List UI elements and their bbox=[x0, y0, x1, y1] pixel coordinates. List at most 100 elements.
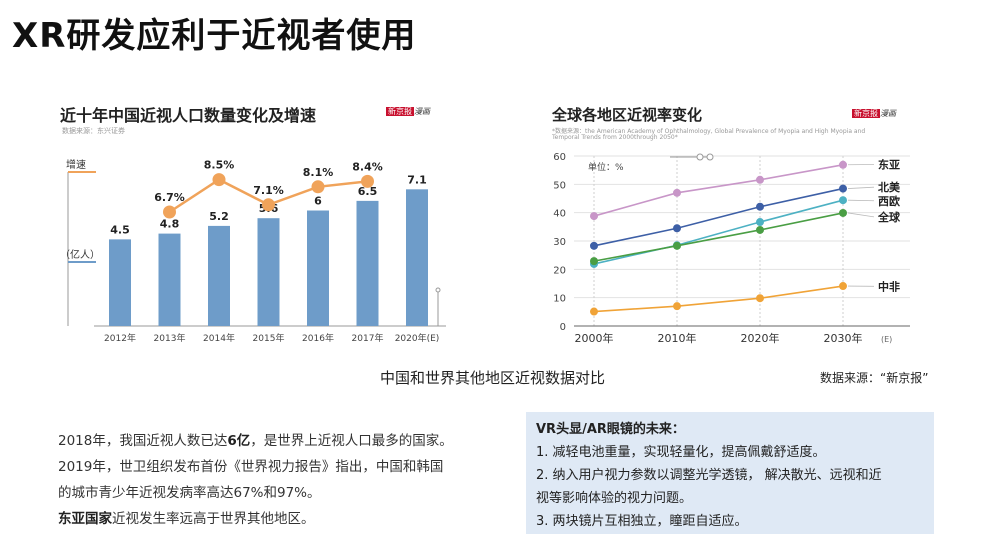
figure-caption: 中国和世界其他地区近视数据对比 bbox=[380, 369, 606, 387]
growth-point-3 bbox=[262, 198, 275, 212]
series-label-3: 全球 bbox=[877, 210, 901, 224]
right-source-line2: Temporal Trends from 2000through 2050* bbox=[552, 134, 678, 141]
bar-4 bbox=[307, 210, 329, 326]
series-1-point-2 bbox=[756, 202, 764, 211]
series-0-point-0 bbox=[590, 212, 598, 221]
series-line-4 bbox=[593, 285, 844, 313]
bar-1 bbox=[158, 233, 181, 326]
bar-value-label-5: 6.5 bbox=[358, 185, 378, 198]
bar-0 bbox=[109, 239, 131, 326]
series-4-point-2 bbox=[756, 294, 764, 303]
series-line-3 bbox=[593, 212, 844, 262]
future-item-2b: 视等影响体验的视力问题。 bbox=[536, 491, 693, 506]
series-label-4: 中非 bbox=[878, 279, 900, 293]
series-4-point-0 bbox=[590, 307, 598, 316]
series-2-point-2 bbox=[756, 218, 764, 227]
bar-legend-label: （亿人） bbox=[60, 248, 100, 261]
y-tick-label-0: 0 bbox=[560, 322, 566, 333]
series-line-0 bbox=[593, 163, 844, 217]
right-chart-title: 全球各地区近视率变化 bbox=[552, 106, 703, 124]
bar-6 bbox=[406, 189, 428, 326]
bar-2 bbox=[208, 225, 230, 326]
bar-value-label-0: 4.5 bbox=[110, 223, 130, 236]
series-line-2 bbox=[593, 199, 844, 265]
series-0-point-1 bbox=[673, 188, 681, 197]
growth-legend-label: 增速 bbox=[66, 158, 86, 171]
future-item-2: 2. 纳入用户视力参数以调整光学透镜， 解决散光、远视和近 bbox=[536, 468, 882, 483]
x-tick-label-4: 2016年 bbox=[302, 332, 334, 344]
note-line-3: 的城市青少年近视发病率高达67%和97%。 bbox=[58, 485, 321, 501]
right-axis-dot bbox=[435, 287, 441, 293]
series-1-point-1 bbox=[673, 224, 681, 233]
series-label-0: 东亚 bbox=[878, 158, 900, 172]
future-item-1: 1. 减轻电池重量，实现轻量化，提高佩戴舒适度。 bbox=[536, 445, 826, 460]
y-tick-label-6: 60 bbox=[553, 152, 566, 163]
x-tick-label-1: 2013年 bbox=[154, 332, 186, 344]
bar-5 bbox=[356, 200, 379, 326]
x-tick-label-6: 2020年(E) bbox=[395, 332, 440, 344]
page-title: XR研发应利于近视者使用 bbox=[12, 16, 417, 56]
future-item-3: 3. 两块镜片互相独立，瞳距自适应。 bbox=[536, 514, 748, 529]
series-4-point-3 bbox=[839, 282, 847, 291]
note-line-2: 2019年，世卫组织发布首份《世界视力报告》指出，中国和韩国 bbox=[58, 459, 444, 475]
growth-label-5: 8.4% bbox=[352, 160, 383, 173]
myopia-notes: 2018年，我国近视人数已达6亿，是世界上近视人口最多的国家。 2019年，世卫… bbox=[58, 428, 488, 532]
right-source-line1: *数据来源：the American Academy of Ophthalmol… bbox=[552, 128, 866, 135]
growth-point-4 bbox=[311, 180, 325, 194]
future-title: VR头显/AR眼镜的未来： bbox=[536, 422, 685, 437]
series-1-point-3 bbox=[839, 184, 847, 193]
global-myopia-chart: 全球各地区近视率变化 新京报 漫画 *数据来源：the American Acad… bbox=[540, 90, 920, 358]
series-line-1 bbox=[593, 187, 844, 247]
bar-value-label-4: 6 bbox=[314, 195, 322, 208]
series-3-point-0 bbox=[590, 257, 598, 266]
series-3-point-1 bbox=[673, 241, 681, 250]
growth-label-2: 8.5% bbox=[204, 159, 235, 172]
series-0-point-2 bbox=[756, 175, 764, 184]
y-tick-label-3: 30 bbox=[553, 237, 566, 248]
series-leader-3 bbox=[847, 212, 875, 218]
series-3-point-2 bbox=[756, 225, 764, 234]
x-tick-label-0: 2012年 bbox=[104, 332, 136, 344]
series-2-point-3 bbox=[839, 196, 847, 205]
x-tick-label-2: 2020年 bbox=[741, 331, 780, 345]
x-tick-label-1: 2010年 bbox=[658, 331, 697, 345]
series-3-point-3 bbox=[839, 208, 847, 217]
future-box: VR头显/AR眼镜的未来： 1. 减轻电池重量，实现轻量化，提高佩戴舒适度。 2… bbox=[526, 412, 934, 534]
left-chart-source: 数据来源：东兴证券 bbox=[62, 127, 125, 135]
x-tick-label-3: 2015年 bbox=[253, 332, 285, 344]
y-tick-label-1: 10 bbox=[553, 294, 566, 305]
bar-value-label-1: 4.8 bbox=[160, 218, 180, 231]
series-leader-2 bbox=[847, 199, 875, 202]
note-line-4: 东亚国家近视发生率远高于世界其他地区。 bbox=[58, 511, 315, 527]
y-tick-label-4: 40 bbox=[553, 209, 566, 220]
series-4-point-1 bbox=[673, 302, 681, 311]
series-label-1: 北美 bbox=[878, 180, 901, 194]
bar-value-label-6: 7.1 bbox=[407, 173, 427, 186]
growth-point-5 bbox=[361, 174, 374, 188]
growth-label-1: 6.7% bbox=[154, 191, 185, 204]
left-stamp: 新京报 漫画 bbox=[386, 107, 430, 116]
bar-value-label-2: 5.2 bbox=[209, 210, 229, 223]
x-suffix-label: (E) bbox=[881, 335, 892, 344]
series-leader-1 bbox=[847, 186, 875, 189]
series-1-point-0 bbox=[590, 241, 598, 250]
y-tick-label-5: 50 bbox=[553, 180, 566, 191]
unit-label: 单位：% bbox=[588, 161, 624, 173]
left-chart-title: 近十年中国近视人口数量变化及增速 bbox=[60, 106, 317, 125]
data-credit: 数据来源：“新京报” bbox=[820, 371, 929, 385]
y-tick-label-2: 20 bbox=[553, 265, 566, 276]
line-chart-svg: 0 10 20 30 40 50 60 单位：% 2000年 2010年 2020年 2030年 (E)… bbox=[553, 152, 910, 345]
x-tick-label-3: 2030年 bbox=[824, 331, 863, 345]
x-tick-label-0: 2000年 bbox=[575, 331, 614, 345]
growth-point-2 bbox=[212, 173, 226, 187]
x-tick-label-2: 2014年 bbox=[203, 332, 235, 344]
series-label-2: 西欧 bbox=[878, 194, 900, 208]
note-line-1: 2018年，我国近视人数已达6亿，是世界上近视人口最多的国家。 bbox=[58, 433, 453, 449]
right-stamp: 新京报 漫画 bbox=[852, 109, 896, 118]
growth-label-4: 8.1% bbox=[303, 166, 334, 179]
growth-point-1 bbox=[163, 205, 176, 219]
x-tick-label-5: 2017年 bbox=[352, 332, 384, 344]
bar-chart-svg: 增速（亿人）4.52012年4.82013年5.22014年5.62015年62… bbox=[60, 158, 446, 344]
bar-3 bbox=[257, 218, 280, 326]
growth-label-3: 7.1% bbox=[253, 184, 284, 197]
